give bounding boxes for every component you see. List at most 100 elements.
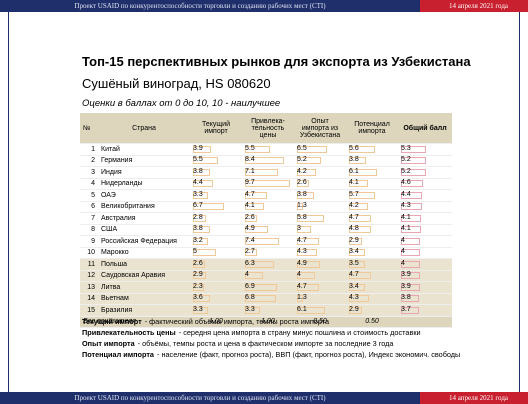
table-row: 13 Литва 2.3 6.9 4.7 3.4 3.9 <box>80 281 452 294</box>
table-cell: 4.2 <box>346 201 398 213</box>
score-cell: 4 <box>401 248 449 257</box>
country: Нидерланды <box>101 180 143 188</box>
weight: 0.50 <box>346 316 398 328</box>
score-cell: 3.3 <box>245 306 291 315</box>
table-cell: 4.9 <box>294 258 346 271</box>
country: Марокко <box>101 249 129 257</box>
table-cell: 4.1 <box>398 212 452 225</box>
table-cell: 7.1 <box>242 166 294 179</box>
header-project: Проект USAID по конкурентоспособности то… <box>74 2 326 10</box>
score-cell: 4.2 <box>297 168 343 177</box>
score-cell: 5.7 <box>349 191 395 200</box>
score-bar <box>401 283 420 291</box>
column-header: Общий балл <box>398 113 452 144</box>
table-cell: 2.8 <box>190 212 242 225</box>
score-bar <box>401 214 421 222</box>
score-cell: 1.3 <box>297 202 343 211</box>
score-bar <box>297 226 311 234</box>
country: Вьетнам <box>101 295 129 303</box>
score: 6.1 <box>297 305 307 313</box>
column-header: Привлека-тельность цены <box>242 113 294 144</box>
score-cell: 4.2 <box>349 202 395 211</box>
table-cell: 3.6 <box>190 293 242 305</box>
table-row: 10 Марокко 5 2.7 4.3 3.4 4 <box>80 247 452 259</box>
score: 5.5 <box>193 156 203 164</box>
score-cell: 3.9 <box>401 271 449 280</box>
legend-term: Текущий импорт <box>82 317 142 326</box>
score-bar <box>297 306 326 314</box>
country: Германия <box>101 157 133 165</box>
score-bar <box>349 283 365 291</box>
score-cell: 3 <box>297 225 343 234</box>
column-header: Текущий импорт <box>190 113 242 144</box>
score-cell: 2.9 <box>193 271 239 280</box>
table-cell: Литва <box>98 281 190 294</box>
table-cell: 4.1 <box>242 201 294 213</box>
score: 5.7 <box>349 190 359 198</box>
table-cell: 4 <box>398 247 452 259</box>
country: Саудовская Аравия <box>101 272 166 280</box>
table-cell: 6.9 <box>242 281 294 294</box>
table-cell: 4.9 <box>242 224 294 236</box>
table-cell: 15 <box>80 304 98 317</box>
row-number: 12 <box>87 272 95 280</box>
score: 5.6 <box>349 144 359 152</box>
score-bar <box>245 226 268 234</box>
score-cell: 4 <box>401 260 449 269</box>
weights-row: Вес показателя 1.00 1.00 0.50 0.50 <box>80 316 452 328</box>
score-bar <box>245 283 277 291</box>
table-cell: 4.7 <box>294 281 346 294</box>
table-row: 3 Индия 3.8 7.1 4.2 6.1 5.2 <box>80 166 452 179</box>
table-cell: 2.3 <box>190 281 242 294</box>
table-cell: 3.3 <box>190 304 242 317</box>
score: 2.3 <box>193 282 203 290</box>
country: Польша <box>101 260 128 268</box>
row-number: 11 <box>87 260 95 268</box>
score-cell: 3.6 <box>193 294 239 303</box>
score: 2.8 <box>193 213 203 221</box>
table-cell: Индия <box>98 166 190 179</box>
score-bar <box>297 295 303 303</box>
table-cell: 5.8 <box>294 212 346 225</box>
legend-text: - фактический объёмы импорта, темпы рост… <box>144 317 330 326</box>
score: 2.6 <box>245 213 255 221</box>
score: 4.7 <box>297 282 307 290</box>
table-cell: 3.9 <box>190 143 242 156</box>
row-number: 13 <box>87 283 95 291</box>
score-cell: 6.7 <box>193 202 239 211</box>
score-cell: 3.8 <box>193 225 239 234</box>
table-row: 1 Китай 3.9 5.5 6.5 5.6 5.3 <box>80 143 452 156</box>
weights-label: Вес показателя <box>80 316 190 328</box>
score-bar <box>297 283 319 291</box>
score: 4.7 <box>349 271 359 279</box>
score-bar <box>193 295 210 303</box>
score: 1.3 <box>297 202 307 210</box>
score-bar <box>297 168 317 176</box>
score: 7.1 <box>245 167 255 175</box>
table-cell: 5.5 <box>242 143 294 156</box>
score-bar <box>349 272 371 280</box>
score-bar <box>401 168 426 176</box>
table-row: 6 Великобритания 6.7 4.1 1.3 4.2 4.3 <box>80 201 452 213</box>
score-cell: 5.6 <box>349 145 395 154</box>
score-bar <box>401 191 423 199</box>
table-cell: 3.3 <box>190 189 242 202</box>
score-cell: 4.7 <box>349 271 395 280</box>
score-cell: 4.9 <box>245 225 291 234</box>
row-number: 3 <box>91 168 95 176</box>
score: 8.4 <box>245 156 255 164</box>
score-bar <box>349 191 376 199</box>
score-cell: 4.1 <box>401 214 449 223</box>
legend-term: Потенциал импорта <box>82 350 154 359</box>
table-cell: 5 <box>190 247 242 259</box>
legend-term: Опыт импорта <box>82 339 135 348</box>
score-cell: 3.5 <box>349 260 395 269</box>
table-cell: 2 <box>80 155 98 167</box>
score: 3.3 <box>193 305 203 313</box>
table-cell: 4.7 <box>242 189 294 202</box>
row-number: 15 <box>87 306 95 314</box>
table-cell: 3.8 <box>190 166 242 179</box>
score-bar <box>245 260 274 268</box>
table-cell: 4.1 <box>346 178 398 190</box>
